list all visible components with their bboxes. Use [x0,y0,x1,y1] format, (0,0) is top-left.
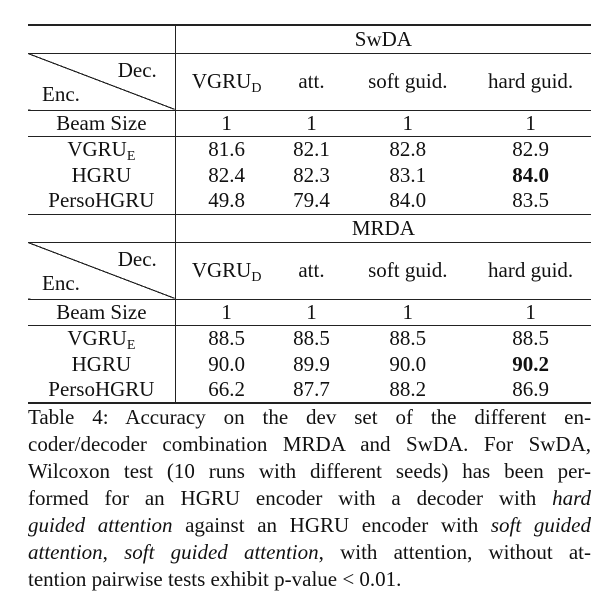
empty-corner-cell [28,24,176,53]
table-cell: 83.1 [389,162,427,187]
table-cell: 81.6 [175,135,278,162]
caption-line: attention, soft guided attention, with a… [28,540,592,564]
table-cell: 82.4 [208,162,246,187]
row-label: VGRUE [28,135,176,163]
table-row: HGRU 82.4 82.3 83.1 84.0 [28,162,591,188]
col-header-att: att. [277,52,346,110]
col-header-soft-guid: soft guid. [345,241,471,299]
enc-dec-corner: Dec. Enc. [28,52,176,110]
table-cell: 88.5 [470,324,591,351]
section-title-mrda: MRDA [175,213,591,242]
table-cell: 1 [470,298,591,325]
enc-label: Enc. [42,270,80,295]
column-header-row: Dec. Enc. VGRUD att. soft guid. hard gui… [28,52,591,110]
table-cell: 88.5 [345,324,471,351]
beam-size-row: Beam Size 1 1 1 1 [28,109,591,136]
col-header-hard-guid: hard guid. [470,52,591,110]
caption-line: guided attention against an HGRU encoder… [28,513,591,537]
column-header-row: Dec. Enc. VGRUD att. soft guid. hard gui… [28,241,591,299]
table-row: PersoHGRU 49.8 79.4 84.0 83.5 [28,188,591,214]
table-cell: 1 [345,298,471,325]
dec-label: Dec. [117,57,157,82]
caption-line: tention pairwise tests exhibit p-value <… [28,567,402,591]
caption-line: Table 4: Accuracy on the dev set of the … [28,405,591,429]
section-title-swda: SwDA [175,24,591,53]
table-cell: 79.4 [293,188,330,213]
table-cell: 90.0 [208,351,246,376]
table-row: VGRUE 88.5 88.5 88.5 88.5 [28,324,591,352]
row-label: VGRUE [28,324,176,352]
table-cell: 1 [345,109,471,136]
table-cell: 1 [277,109,346,136]
dec-label: Dec. [117,246,157,271]
table-cell-best: 90.2 [512,351,549,376]
row-label: HGRU [28,162,176,188]
col-header-vgru: VGRUD [175,52,278,110]
row-label: PersoHGRU [28,188,176,214]
row-label: HGRU [28,351,176,377]
results-table: SwDA Dec. Enc. VGRUD att. soft guid. har… [28,24,591,404]
col-header-soft-guid: soft guid. [345,52,471,110]
table-cell: 86.9 [470,377,591,404]
table-row: HGRU 90.0 89.9 90.0 90.2 [28,351,591,377]
table-cell: 1 [175,298,278,325]
table-cell: 88.5 [277,324,346,351]
table-cell: 1 [277,298,346,325]
table-row: PersoHGRU 66.2 87.7 88.2 86.9 [28,377,591,404]
table-cell: 84.0 [389,188,427,213]
table-cell: 87.7 [277,377,346,404]
col-header-vgru: VGRUD [175,241,278,299]
table-cell: 82.1 [277,135,346,162]
row-label: Beam Size [28,298,176,325]
table-row: VGRUE 81.6 82.1 82.8 82.9 [28,135,591,163]
table-cell: 49.8 [208,188,246,213]
table-cell: 66.2 [175,377,278,404]
table-caption: Table 4: Accuracy on the dev set of the … [28,404,591,593]
table-cell: 83.5 [512,188,549,213]
col-header-hard-guid: hard guid. [470,241,591,299]
table-cell: 1 [470,109,591,136]
section-header-mrda: MRDA [28,213,591,242]
table-cell: 82.3 [293,162,330,187]
table-cell: 88.2 [345,377,471,404]
table-cell: 89.9 [293,351,330,376]
section-header-swda: SwDA [28,24,591,53]
caption-line: coder/decoder combination MRDA and SwDA.… [28,432,591,456]
table-cell: 82.9 [470,135,591,162]
row-label: Beam Size [28,109,176,136]
enc-dec-corner: Dec. Enc. [28,241,176,299]
caption-line: formed for an HGRU encoder with a decode… [28,486,591,510]
enc-label: Enc. [42,81,80,106]
caption-line: Wilcoxon test (10 runs with different se… [28,459,591,483]
table-cell: 82.8 [345,135,471,162]
empty-corner-cell [28,213,176,242]
row-label: PersoHGRU [28,377,176,404]
table-cell-best: 84.0 [512,162,549,187]
beam-size-row: Beam Size 1 1 1 1 [28,298,591,325]
table-cell: 1 [175,109,278,136]
col-header-att: att. [277,241,346,299]
table-cell: 88.5 [175,324,278,351]
table-cell: 90.0 [389,351,427,376]
